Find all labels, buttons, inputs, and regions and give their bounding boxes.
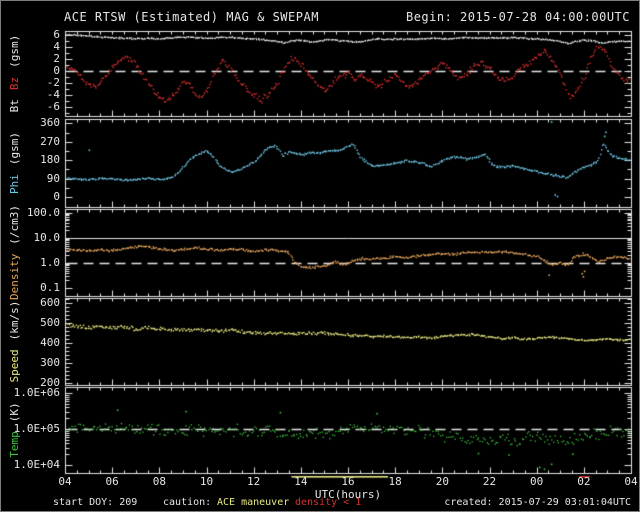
ace-maneuver-text: ACE maneuver (217, 497, 290, 508)
y-axis-label-part: Bt (8, 99, 21, 113)
x-tick-label: 20 (435, 475, 449, 488)
x-tick-label: 04 (624, 475, 638, 488)
x-tick-label: 16 (341, 475, 355, 488)
y-tick-label-speed: 400 (40, 336, 60, 349)
y-axis-label-part: (gsm) (8, 34, 21, 68)
y-axis-label-phi: Phi (gsm) (7, 119, 22, 207)
y-tick-label-phi: 360 (40, 116, 60, 130)
start-doy-text: start DOY: 209 (53, 497, 138, 508)
y-axis-label-part: (/cm3) (8, 204, 21, 245)
y-axis-label-part: (gsm) (8, 132, 21, 166)
y-tick-label-density: 100.0 (26, 205, 60, 219)
x-tick-label: 02 (577, 475, 591, 488)
y-tick-label-temp: 1.0E+04 (13, 458, 60, 471)
y-tick-label-mag: 2 (53, 51, 60, 65)
x-tick-label: 10 (199, 475, 214, 488)
created-timestamp: created: 2015-07-29 03:01:04UTC (444, 497, 631, 508)
x-tick-label: 04 (58, 475, 72, 488)
plot-title: ACE RTSW (Estimated) MAG & SWEPAM (64, 10, 319, 24)
begin-timestamp: Begin: 2015-07-28 04:00:00UTC (405, 10, 630, 24)
y-tick-label-phi: 180 (40, 153, 60, 167)
y-tick-label-speed: 300 (40, 356, 60, 369)
x-tick-label: 00 (530, 475, 544, 488)
y-tick-label-speed: 600 (40, 296, 60, 309)
y-tick-label-mag: -6 (46, 99, 60, 113)
x-tick-label: 14 (294, 475, 308, 488)
y-axis-label-density: Density (/cm3) (7, 205, 22, 300)
y-tick-label-speed: 200 (40, 376, 60, 389)
x-tick-label: 08 (152, 475, 166, 488)
y-tick-label-density: 1.0 (40, 256, 60, 269)
y-tick-label-phi: 90 (46, 171, 60, 185)
x-axis-label: UTC(hours) (314, 488, 382, 501)
y-tick-label-mag: -4 (46, 87, 60, 101)
y-axis-label-part: Phi (8, 174, 21, 194)
y-tick-label-temp: 1.0E+06 (13, 386, 60, 400)
x-tick-label: 22 (482, 475, 497, 488)
y-axis-label-part: Density (8, 253, 21, 301)
y-tick-label-phi: 270 (40, 134, 60, 148)
y-tick-label-phi: 0 (53, 189, 60, 203)
caution-label: caution: (163, 497, 212, 508)
x-tick-label: 06 (105, 475, 119, 488)
y-axis-label-part: Temp (8, 431, 21, 458)
y-tick-label-density: 10.0 (33, 230, 61, 244)
y-tick-label-mag: 6 (53, 27, 60, 41)
y-tick-label-mag: -2 (46, 75, 60, 89)
x-tick-label: 12 (247, 475, 261, 488)
y-tick-label-density: 0.1 (40, 281, 60, 295)
y-axis-label-part: (K) (8, 402, 21, 423)
y-axis-label-part: Bz (8, 76, 21, 91)
y-axis-label-mag: Bt Bz (gsm) (7, 31, 22, 116)
y-axis-label-part: (km/s) (8, 300, 21, 341)
x-tick-label: 18 (388, 475, 402, 488)
y-axis-label-part: Speed (8, 349, 21, 383)
y-tick-label-temp: 1.0E+05 (13, 422, 60, 436)
y-tick-label-speed: 500 (40, 316, 60, 329)
y-tick-label-mag: 4 (53, 39, 60, 53)
y-axis-label-speed: Speed (km/s) (7, 298, 22, 385)
density-caution-text: density < 1 (295, 497, 362, 508)
y-tick-label-mag: 0 (53, 63, 60, 77)
y-axis-label-temp: Temp (K) (7, 387, 22, 473)
